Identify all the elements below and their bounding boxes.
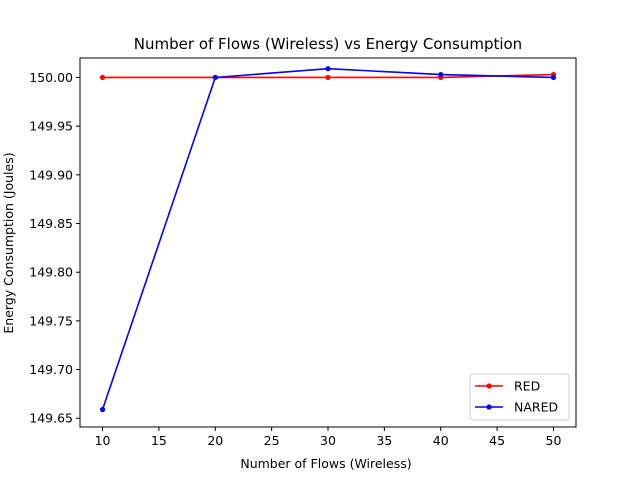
series-line-nared — [101, 67, 554, 410]
y-tick-label: 149.75 — [29, 313, 73, 328]
x-tick-label: 25 — [264, 433, 280, 448]
legend-label-red: RED — [514, 379, 540, 394]
x-tick-label: 45 — [489, 433, 505, 448]
y-tick-label: 149.65 — [29, 411, 73, 426]
y-tick-label: 150.00 — [29, 70, 73, 85]
legend-marker-red — [486, 383, 492, 389]
data-point-red — [99, 74, 106, 81]
axes-frame — [79, 57, 577, 428]
y-tick-label: 149.85 — [29, 216, 73, 231]
x-tick-label: 50 — [546, 433, 562, 448]
x-tick-label: 10 — [95, 433, 111, 448]
legend-label-nared: NARED — [514, 400, 558, 415]
x-tick-label: 40 — [433, 433, 449, 448]
x-tick-label: 35 — [376, 433, 392, 448]
data-point-nared — [212, 74, 218, 81]
x-tick-label: 20 — [207, 433, 223, 448]
x-axis-label: Number of Flows (Wireless) — [240, 456, 411, 471]
y-axis-label: Energy Consumption (Joules) — [1, 152, 16, 333]
chart-title: Number of Flows (Wireless) vs Energy Con… — [134, 35, 522, 53]
y-tick-label: 149.70 — [29, 362, 73, 377]
y-tick-label: 149.95 — [29, 119, 73, 134]
plot-area — [99, 66, 557, 413]
y-tick-label: 149.90 — [29, 167, 73, 182]
data-point-nared — [325, 66, 331, 72]
y-axis: 149.65 149.70 149.75 149.80 149.85 149.90 149.… — [29, 70, 80, 426]
x-axis: 10 15 20 25 30 35 40 45 50 — [95, 427, 562, 448]
data-point-red — [325, 74, 331, 81]
y-tick-label: 149.80 — [29, 265, 73, 280]
legend-marker-nared — [486, 404, 492, 410]
legend: RED NARED — [469, 373, 570, 421]
data-point-nared — [550, 74, 557, 81]
x-tick-label: 30 — [320, 433, 336, 448]
data-point-nared — [438, 71, 444, 78]
data-point-nared — [99, 406, 106, 413]
x-tick-label: 15 — [151, 433, 167, 448]
